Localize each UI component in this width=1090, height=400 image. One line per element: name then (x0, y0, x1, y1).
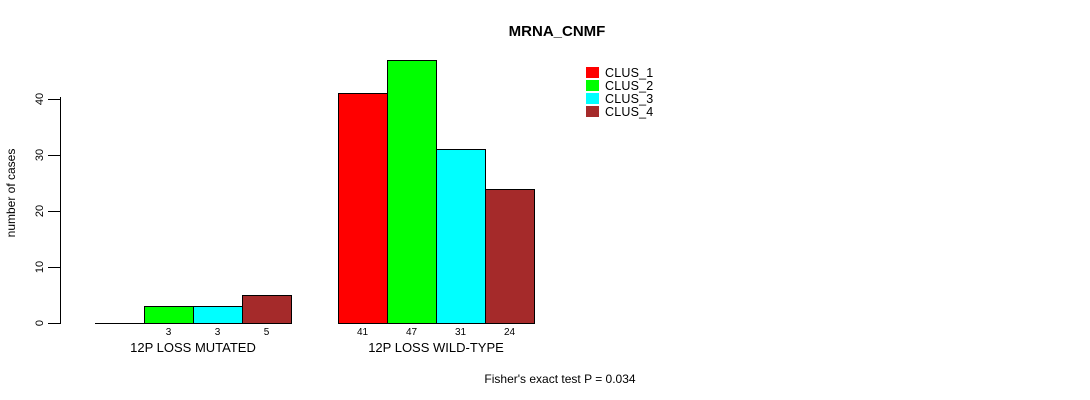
legend-label: CLUS_1 (605, 65, 654, 80)
y-tick-mark (48, 267, 60, 268)
legend-label: CLUS_3 (605, 91, 654, 106)
legend-swatch-clus_2 (586, 80, 599, 91)
legend-swatch-clus_4 (586, 106, 599, 117)
bar-clus_1-group1 (95, 323, 145, 324)
y-tick-label: 40 (34, 92, 46, 106)
bar-clus_1-group2 (338, 93, 388, 324)
bar-value-label: 3 (165, 327, 172, 338)
legend-swatch-clus_3 (586, 93, 599, 104)
legend-label: CLUS_2 (605, 78, 654, 93)
bar-value-label: 41 (356, 327, 369, 338)
bar-clus_2-group2 (387, 60, 437, 324)
bar-value-label: 24 (503, 327, 516, 338)
bar-clus_3-group1 (193, 306, 243, 324)
legend-label: CLUS_4 (605, 104, 654, 119)
y-tick-label: 20 (34, 204, 46, 218)
bar-value-label: 31 (454, 327, 467, 338)
group-label: 12P LOSS WILD-TYPE (368, 340, 504, 355)
legend-item-clus_1: CLUS_1 (586, 65, 654, 80)
y-tick-mark (48, 99, 60, 100)
bar-clus_3-group2 (436, 149, 486, 324)
legend-item-clus_3: CLUS_3 (586, 91, 654, 106)
y-tick-label: 10 (34, 260, 46, 274)
y-axis-line (60, 97, 61, 324)
y-tick-mark (48, 211, 60, 212)
bar-clus_4-group2 (485, 189, 535, 324)
bar-value-label: 3 (214, 327, 221, 338)
legend-swatch-clus_1 (586, 67, 599, 78)
y-axis-label: number of cases (4, 148, 18, 238)
bar-clus_2-group1 (144, 306, 194, 324)
chart-title: MRNA_CNMF (508, 23, 606, 40)
y-tick-label: 0 (34, 319, 46, 327)
y-tick-mark (48, 323, 60, 324)
group-label: 12P LOSS MUTATED (130, 340, 256, 355)
fisher-test-annotation: Fisher's exact test P = 0.034 (484, 372, 636, 386)
legend: CLUS_1 CLUS_2 CLUS_3 CLUS_4 (586, 65, 654, 119)
bar-value-label: 5 (263, 327, 270, 338)
y-tick-mark (48, 155, 60, 156)
legend-item-clus_4: CLUS_4 (586, 104, 654, 119)
y-tick-label: 30 (34, 148, 46, 162)
legend-item-clus_2: CLUS_2 (586, 78, 654, 93)
bar-value-label: 47 (405, 327, 418, 338)
bar-clus_4-group1 (242, 295, 292, 324)
